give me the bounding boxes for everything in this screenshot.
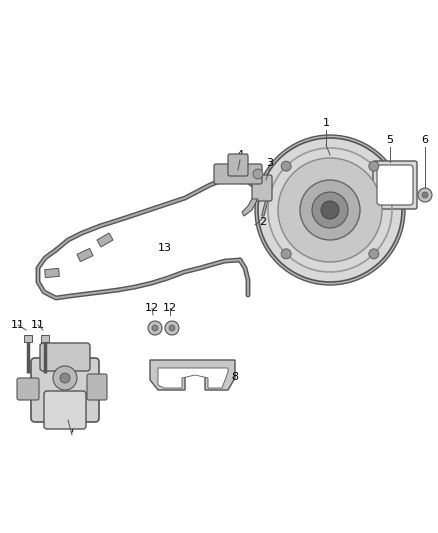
Polygon shape <box>45 269 59 278</box>
Circle shape <box>148 321 162 335</box>
Polygon shape <box>97 233 113 247</box>
FancyBboxPatch shape <box>228 154 248 176</box>
Text: 12: 12 <box>145 303 159 313</box>
Circle shape <box>169 325 175 331</box>
Text: 13: 13 <box>158 243 172 253</box>
Polygon shape <box>158 368 228 388</box>
FancyBboxPatch shape <box>41 335 49 342</box>
Text: 11: 11 <box>11 320 25 330</box>
Text: 8: 8 <box>231 372 239 382</box>
Circle shape <box>258 138 402 282</box>
FancyBboxPatch shape <box>252 175 272 201</box>
Circle shape <box>321 201 339 219</box>
Circle shape <box>281 249 291 259</box>
FancyBboxPatch shape <box>377 165 413 205</box>
Circle shape <box>60 373 70 383</box>
Text: 7: 7 <box>68 425 76 435</box>
Text: 4: 4 <box>237 150 244 160</box>
Polygon shape <box>150 360 235 390</box>
Text: 5: 5 <box>386 135 393 145</box>
Circle shape <box>369 161 379 171</box>
Circle shape <box>253 169 263 179</box>
FancyBboxPatch shape <box>24 335 32 342</box>
FancyBboxPatch shape <box>40 343 90 371</box>
Text: 6: 6 <box>421 135 428 145</box>
Circle shape <box>312 192 348 228</box>
Circle shape <box>165 321 179 335</box>
Circle shape <box>255 135 405 285</box>
Text: 11: 11 <box>31 320 45 330</box>
FancyBboxPatch shape <box>31 358 99 422</box>
Circle shape <box>418 188 432 202</box>
Circle shape <box>300 180 360 240</box>
Text: 12: 12 <box>163 303 177 313</box>
Circle shape <box>53 366 77 390</box>
Circle shape <box>278 158 382 262</box>
Polygon shape <box>77 248 93 262</box>
Circle shape <box>369 249 379 259</box>
Circle shape <box>422 192 428 198</box>
FancyBboxPatch shape <box>87 374 107 400</box>
Text: 2: 2 <box>259 217 267 227</box>
Circle shape <box>281 161 291 171</box>
FancyBboxPatch shape <box>17 378 39 400</box>
FancyBboxPatch shape <box>214 164 262 184</box>
Text: 1: 1 <box>322 118 329 128</box>
FancyBboxPatch shape <box>373 161 417 209</box>
Text: 3: 3 <box>266 158 273 168</box>
Circle shape <box>152 325 158 331</box>
Polygon shape <box>242 199 258 216</box>
FancyBboxPatch shape <box>44 391 86 429</box>
